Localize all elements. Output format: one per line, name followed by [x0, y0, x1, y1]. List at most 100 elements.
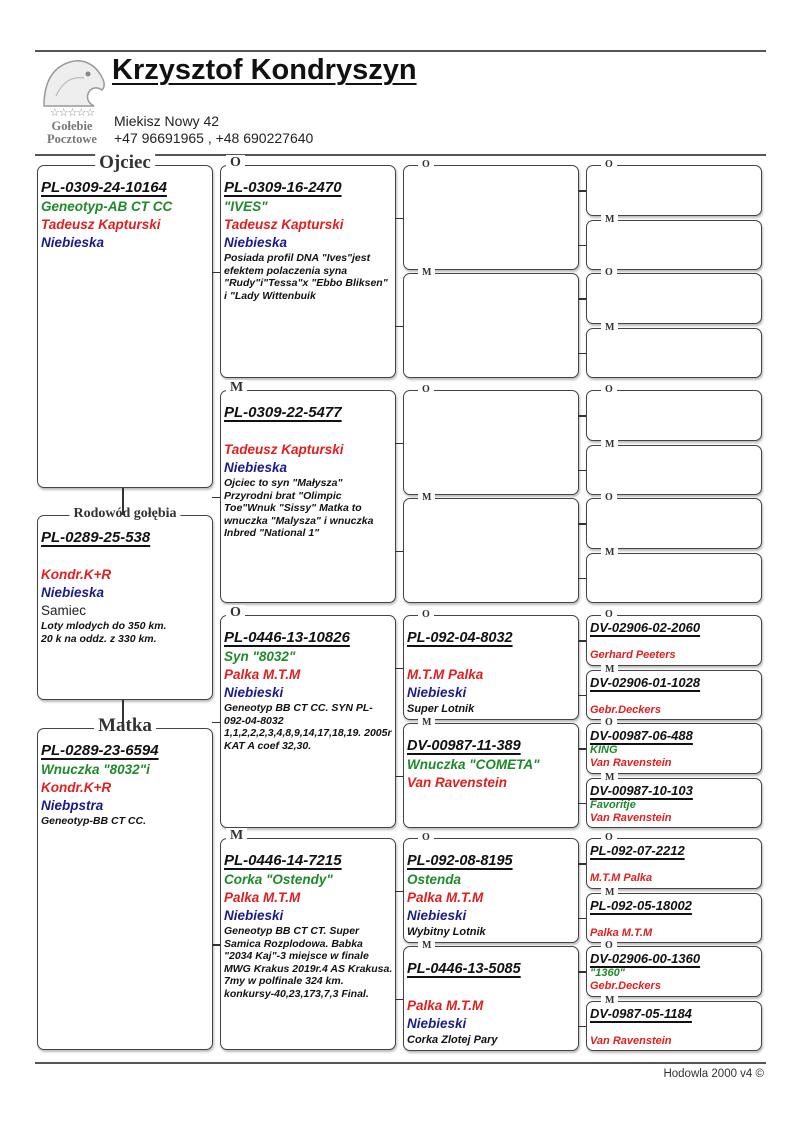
bottom-rule: [35, 1062, 766, 1064]
pigeon-card-col3-8[interactable]: O DV-02906-02-2060 Gerhard Peeters: [586, 609, 762, 666]
owner-name: Krzysztof Kondryszyn: [112, 54, 417, 86]
card-content: PL-0309-16-2470 "IVES" Tadeusz Kapturski Ni…: [224, 178, 393, 302]
connector-line: [395, 550, 403, 552]
pigeon-info-line: Gerhard Peeters: [590, 649, 676, 661]
pigeon-info-line: Syn "8032": [224, 649, 296, 664]
pigeon-info-line: Van Ravenstein: [407, 775, 508, 790]
blank-line: [41, 548, 210, 566]
ring-number: PL-092-08-8195: [407, 853, 513, 869]
pigeon-info-line: Palka M.T.M: [407, 890, 484, 905]
card-label: M: [601, 546, 619, 558]
pigeon-card-col3-13[interactable]: M PL-092-05-18002 Palka M.T.M: [586, 886, 762, 943]
connector-line: [578, 244, 586, 247]
connector-line: [578, 190, 586, 192]
pigeon-info-line: Corka "Ostendy": [224, 872, 333, 887]
pigeon-info-line: Geneotyp BB CT CC. SYN PL-092-04-8032 1,…: [224, 702, 392, 752]
connector-line: [395, 667, 403, 669]
pigeon-info-line: "IVES": [224, 199, 268, 214]
connector-line: [578, 917, 586, 920]
pigeon-info-line: Niebieski: [407, 685, 467, 700]
logo-stars: ☆☆☆☆☆: [49, 107, 95, 119]
pigeon-info-line: Kondr.K+R: [41, 567, 112, 582]
pigeon-info-line: Niebpstra: [41, 798, 104, 813]
ring-number: PL-0309-22-5477: [224, 404, 342, 421]
pigeon-card-col3-5[interactable]: M: [586, 438, 762, 495]
card-label: M: [418, 267, 436, 278]
pigeon-card-col3-0[interactable]: O: [586, 159, 762, 216]
card-label: O: [601, 940, 617, 951]
pigeon-card-col3-12[interactable]: O PL-092-07-2212 M.T.M Palka: [586, 832, 762, 889]
pigeon-card-col3-14[interactable]: O DV-02906-00-1360 "1360" Gebr.Deckers: [586, 940, 762, 997]
card-label: M: [418, 717, 436, 728]
pigeon-info-line: Ojciec to syn "Małysza" Przyrodni brat "…: [224, 477, 374, 539]
ring-number: DV-00987-11-389: [407, 738, 521, 754]
connector-line: [212, 271, 220, 273]
connector-line: [578, 748, 586, 750]
pigeon-info-line: Loty mlodych do 350 km.: [41, 620, 167, 632]
connector-line: [395, 217, 403, 219]
owner-contact: Miekisz Nowy 42 +47 96691965 , +48 69022…: [114, 113, 313, 147]
footer-credit: Hodowla 2000 v4 ©: [663, 1068, 764, 1080]
card-content: PL-0309-22-5477 Tadeusz Kapturski Niebiesk…: [224, 403, 393, 540]
card-content: PL-0446-13-5085 Palka M.T.M Niebieski Corka…: [407, 959, 576, 1048]
pigeon-card-col3-9[interactable]: M DV-02906-01-1028 Gebr.Deckers: [586, 663, 762, 720]
card-content: DV-00987-10-103 Favoritje Van Ravenstein: [590, 782, 759, 825]
connector-line: [212, 496, 220, 498]
card-content: DV-0987-05-1184 Van Ravenstein: [590, 1005, 759, 1048]
pigeon-card-col1-2[interactable]: O PL-0446-13-10826 Syn "8032" Palka M.T.M Ni…: [220, 605, 396, 828]
ring-number: PL-0309-24-10164: [41, 179, 167, 196]
pigeon-card-col0-0[interactable]: Ojciec PL-0309-24-10164 Geneotyp-AB CT CC T…: [37, 152, 213, 488]
pigeon-card-col3-2[interactable]: O: [586, 267, 762, 324]
connector-line: [578, 694, 586, 697]
pigeon-card-col2-4[interactable]: O PL-092-04-8032 M.T.M Palka Niebieski Super…: [403, 609, 579, 720]
ring-number: DV-02906-02-2060: [590, 620, 701, 635]
pigeon-card-col3-1[interactable]: M: [586, 213, 762, 270]
card-label: Ojciec: [95, 152, 155, 174]
blank-line: [590, 1022, 759, 1035]
pigeon-card-col3-7[interactable]: M: [586, 546, 762, 603]
pigeon-card-col3-10[interactable]: O DV-00987-06-488 KING Van Ravenstein: [586, 717, 762, 774]
pigeon-card-col2-2[interactable]: O: [403, 384, 579, 495]
pigeon-info-line: Niebieska: [224, 460, 288, 475]
pigeon-card-col1-0[interactable]: O PL-0309-16-2470 "IVES" Tadeusz Kapturski N…: [220, 155, 396, 378]
pigeon-card-col1-1[interactable]: M PL-0309-22-5477 Tadeusz Kapturski Niebies…: [220, 380, 396, 603]
pigeon-info-line: Favoritje: [590, 798, 636, 811]
pigeon-card-col3-3[interactable]: M: [586, 321, 762, 378]
pigeon-card-col3-11[interactable]: M DV-00987-10-103 Favoritje Van Ravenstein: [586, 771, 762, 828]
pigeon-card-col3-6[interactable]: O: [586, 492, 762, 549]
pigeon-card-col2-5[interactable]: M DV-00987-11-389 Wnuczka "COMETA" Van Rave…: [403, 717, 579, 828]
connector-line: [578, 577, 586, 580]
pigeon-info-line: Tadeusz Kapturski: [41, 217, 161, 232]
ring-number: DV-0987-05-1184: [590, 1005, 692, 1021]
pigeon-info-line: M.T.M Palka: [407, 667, 484, 682]
pigeon-card-col2-1[interactable]: M: [403, 267, 579, 378]
logo: ☆☆☆☆☆ Gołebie Pocztowe: [36, 56, 108, 148]
connector-line: [395, 890, 403, 892]
pigeon-info-line: Wnuczka "8032"i: [41, 762, 150, 777]
card-content: PL-0309-24-10164 Geneotyp-AB CT CC Tadeusz…: [41, 178, 210, 252]
card-label: O: [418, 159, 434, 170]
pigeon-card-col2-3[interactable]: M: [403, 492, 579, 603]
card-content: PL-092-04-8032 M.T.M Palka Niebieski Super …: [407, 628, 576, 717]
pigeon-card-col2-6[interactable]: O PL-092-08-8195 Ostenda Palka M.T.M Niebies…: [403, 832, 579, 943]
connector-line: [212, 721, 220, 723]
pigeon-info-line: Corka Zlotej Pary: [407, 1034, 498, 1046]
card-label: M: [226, 380, 248, 396]
ring-number: DV-02906-01-1028: [590, 674, 701, 690]
pigeon-card-col2-0[interactable]: O: [403, 159, 579, 270]
pigeon-info-line: Tadeusz Kapturski: [224, 217, 344, 232]
card-content: PL-0289-23-6594 Wnuczka "8032"i Kondr.K+R N…: [41, 741, 210, 828]
pigeon-info-line: M.T.M Palka: [590, 872, 653, 884]
connector-line: [122, 700, 124, 728]
pigeon-card-col0-2[interactable]: Matka PL-0289-23-6594 Wnuczka "8032"i Kondr…: [37, 715, 213, 1050]
card-label: O: [601, 609, 617, 620]
pigeon-card-col3-4[interactable]: O: [586, 384, 762, 441]
pigeon-info-line: Niebieska: [41, 235, 105, 250]
pigeon-card-col0-1[interactable]: Rodowód gołębia PL-0289-25-538 Kondr.K+R Ni…: [37, 506, 213, 700]
connector-line: [395, 442, 403, 444]
pigeon-info-line: 20 k na oddz. z 330 km.: [41, 632, 157, 645]
pigeon-card-col3-15[interactable]: M DV-0987-05-1184 Van Ravenstein: [586, 994, 762, 1051]
pigeon-card-col2-7[interactable]: M PL-0446-13-5085 Palka M.T.M Niebieski Cork…: [403, 940, 579, 1051]
pigeon-card-col1-3[interactable]: M PL-0446-14-7215 Corka "Ostendy" Palka M.T…: [220, 828, 396, 1050]
ring-number: PL-092-05-18002: [590, 897, 692, 913]
